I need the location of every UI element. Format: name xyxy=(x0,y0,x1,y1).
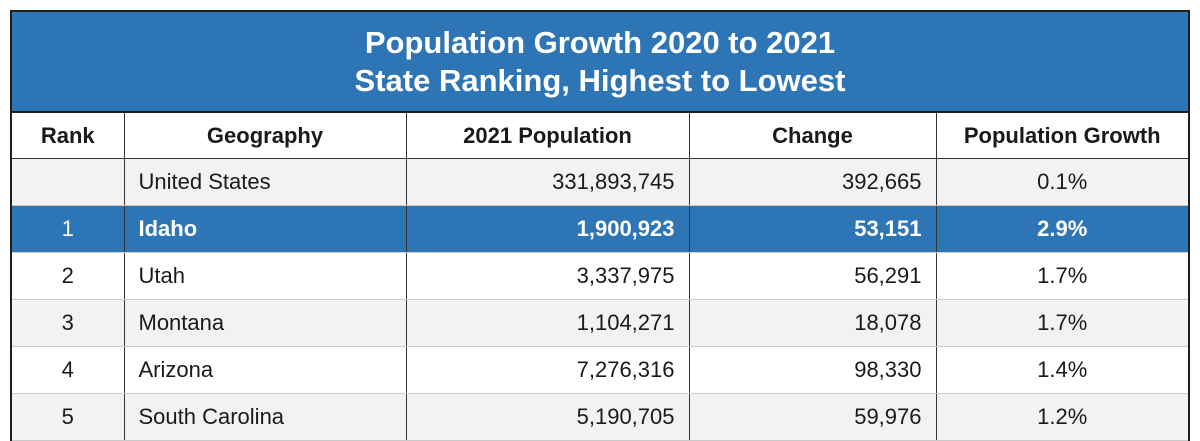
cell-rank: 1 xyxy=(12,205,125,253)
cell-rank: 5 xyxy=(12,393,125,441)
cell-rank: 3 xyxy=(12,299,125,347)
cell-change: 53,151 xyxy=(688,205,937,253)
cell-population: 3,337,975 xyxy=(405,252,690,300)
cell-rank xyxy=(12,158,125,206)
ranking-table: Rank Geography 2021 Population Change Po… xyxy=(12,113,1188,441)
cell-growth: 1.7% xyxy=(935,252,1188,300)
cell-geography: Utah xyxy=(123,252,407,300)
header-growth: Population Growth xyxy=(935,113,1188,159)
header-row: Rank Geography 2021 Population Change Po… xyxy=(12,113,1188,159)
title-band: Population Growth 2020 to 2021 State Ran… xyxy=(12,12,1188,113)
header-population: 2021 Population xyxy=(405,113,690,159)
cell-change: 392,665 xyxy=(688,158,937,206)
cell-growth: 0.1% xyxy=(935,158,1188,206)
cell-rank: 2 xyxy=(12,252,125,300)
cell-population: 7,276,316 xyxy=(405,346,690,394)
cell-geography: Montana xyxy=(123,299,407,347)
table-row: 4 Arizona 7,276,316 98,330 1.4% xyxy=(12,346,1188,394)
cell-population: 331,893,745 xyxy=(405,158,690,206)
cell-change: 18,078 xyxy=(688,299,937,347)
table-row-united-states: United States 331,893,745 392,665 0.1% xyxy=(12,158,1188,206)
cell-population: 1,104,271 xyxy=(405,299,690,347)
table-title: Population Growth 2020 to 2021 xyxy=(364,25,836,60)
cell-population: 5,190,705 xyxy=(405,393,690,441)
header-geography: Geography xyxy=(123,113,407,159)
table-row: 2 Utah 3,337,975 56,291 1.7% xyxy=(12,252,1188,300)
table-row: 5 South Carolina 5,190,705 59,976 1.2% xyxy=(12,393,1188,441)
table-row: 3 Montana 1,104,271 18,078 1.7% xyxy=(12,299,1188,347)
cell-geography: Idaho xyxy=(123,205,407,253)
cell-change: 98,330 xyxy=(688,346,937,394)
cell-rank: 4 xyxy=(12,346,125,394)
header-rank: Rank xyxy=(12,113,125,159)
cell-growth: 1.2% xyxy=(935,393,1188,441)
population-table-frame: Population Growth 2020 to 2021 State Ran… xyxy=(10,10,1190,441)
cell-geography: Arizona xyxy=(123,346,407,394)
cell-population: 1,900,923 xyxy=(405,205,690,253)
cell-growth: 1.4% xyxy=(935,346,1188,394)
table-subtitle: State Ranking, Highest to Lowest xyxy=(354,63,846,98)
cell-growth: 1.7% xyxy=(935,299,1188,347)
cell-change: 56,291 xyxy=(688,252,937,300)
cell-change: 59,976 xyxy=(688,393,937,441)
cell-geography: South Carolina xyxy=(123,393,407,441)
cell-geography: United States xyxy=(123,158,407,206)
header-change: Change xyxy=(688,113,937,159)
table-row-highlighted: 1 Idaho 1,900,923 53,151 2.9% xyxy=(12,205,1188,253)
cell-growth: 2.9% xyxy=(935,205,1188,253)
